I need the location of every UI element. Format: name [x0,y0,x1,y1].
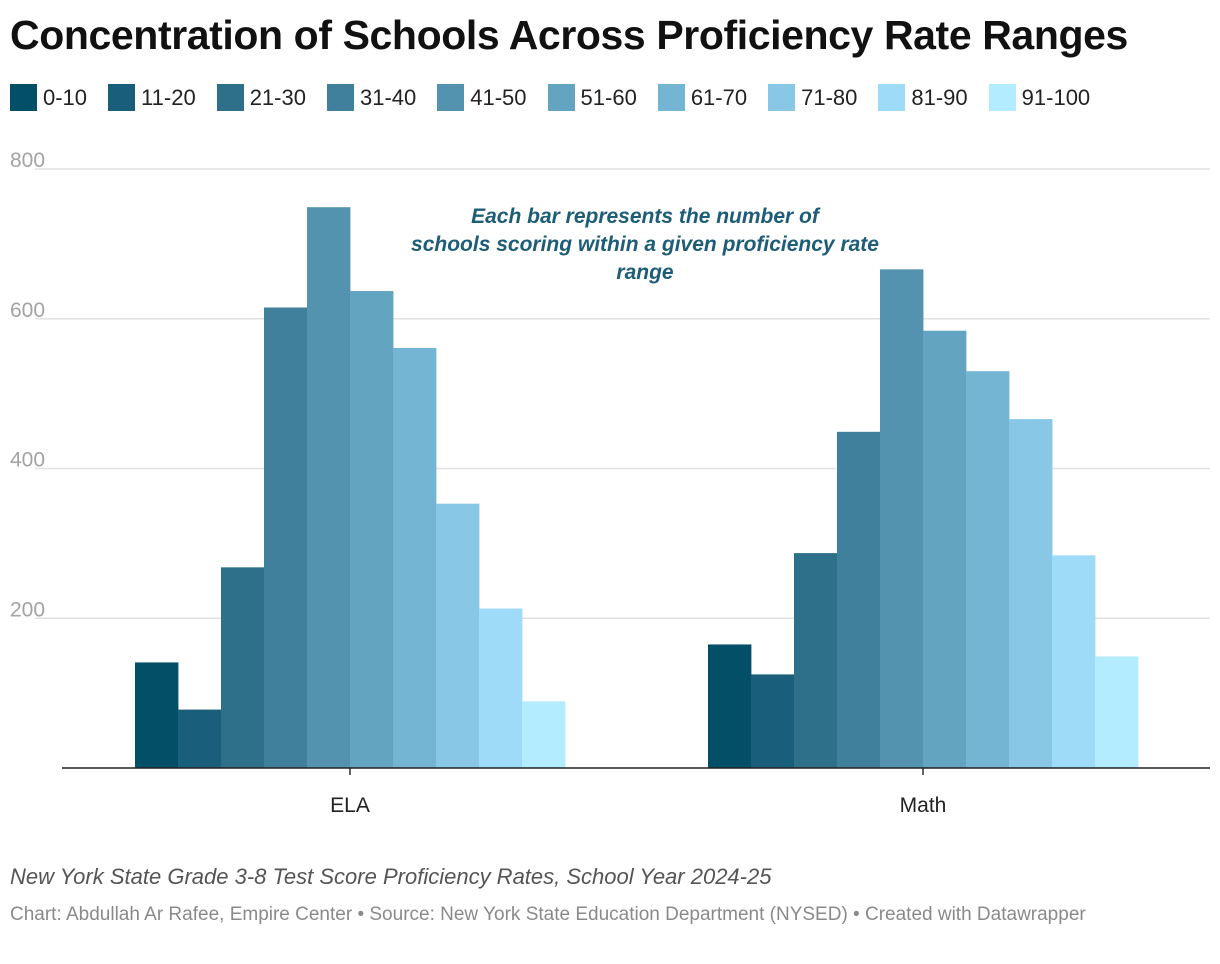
chart-credit: Chart: Abdullah Ar Rafee, Empire Center … [10,904,1086,925]
legend-item: 71-80 [768,84,857,111]
legend-swatch [108,84,136,111]
legend-item: 81-90 [878,84,968,111]
bar [522,701,566,768]
bar [1009,419,1053,768]
legend-swatch [547,84,575,111]
legend-item: 41-50 [437,84,527,111]
legend-label: 31-40 [359,84,417,110]
legend: 0-10 11-20 21-30 31-40 41-50 51-60 61-70 71-80 8… [10,84,1111,111]
legend-item: 91-100 [988,84,1091,111]
bar [794,553,838,768]
legend-label: 41-50 [470,84,527,110]
legend-label: 71-80 [801,84,858,110]
legend-label: 51-60 [580,84,637,110]
legend-label: 81-90 [911,84,968,110]
bar [880,269,924,768]
legend-label: 91-100 [1021,84,1091,110]
legend-item: 51-60 [547,84,637,111]
bar [350,291,394,768]
y-tick-label: 600 [10,299,45,322]
legend-swatch [657,84,685,111]
legend-item: 31-40 [326,84,417,111]
bar [1095,656,1139,768]
legend-swatch [988,84,1016,111]
legend-label: 11-20 [141,84,196,110]
annotation-line: Each bar represents the number of [471,205,821,228]
bar [1052,555,1096,768]
legend-swatch [10,84,37,111]
y-tick-label: 200 [10,598,45,621]
legend-swatch [216,84,244,111]
chart-title: Concentration of Schools Across Proficie… [10,12,1128,58]
y-tick-label: 800 [10,149,45,172]
legend-swatch [437,84,465,111]
legend-swatch [768,84,796,111]
bar [708,644,752,768]
bar [264,307,308,768]
annotation-line: range [616,261,674,284]
bar [393,347,437,768]
legend-item: 61-70 [657,84,748,111]
legend-label: 0-10 [43,84,88,110]
legend-item: 0-10 [10,84,87,111]
annotation-line: schools scoring within a given proficien… [411,233,879,256]
legend-label: 61-70 [690,84,748,110]
bar [923,330,967,768]
legend-item: 21-30 [216,84,306,111]
chart-description: New York State Grade 3-8 Test Score Prof… [10,864,772,889]
bar [135,662,179,768]
bar [307,207,351,768]
bar [436,503,480,768]
bar-chart: 200 400 600 800 ELA Math Each bar represents t… [10,149,1210,817]
bar [178,709,222,768]
bar [837,431,881,768]
bar [479,608,523,768]
bar [966,371,1010,768]
legend-item: 11-20 [108,84,196,111]
y-tick-label: 400 [10,449,45,472]
x-tick-label: ELA [330,794,370,817]
legend-label: 21-30 [249,84,306,110]
legend-swatch [878,84,906,111]
legend-swatch [326,84,354,111]
bar [751,674,795,768]
bar [221,567,265,768]
x-tick-label: Math [900,794,947,817]
chart-annotation: Each bar represents the number of schools… [411,205,879,284]
